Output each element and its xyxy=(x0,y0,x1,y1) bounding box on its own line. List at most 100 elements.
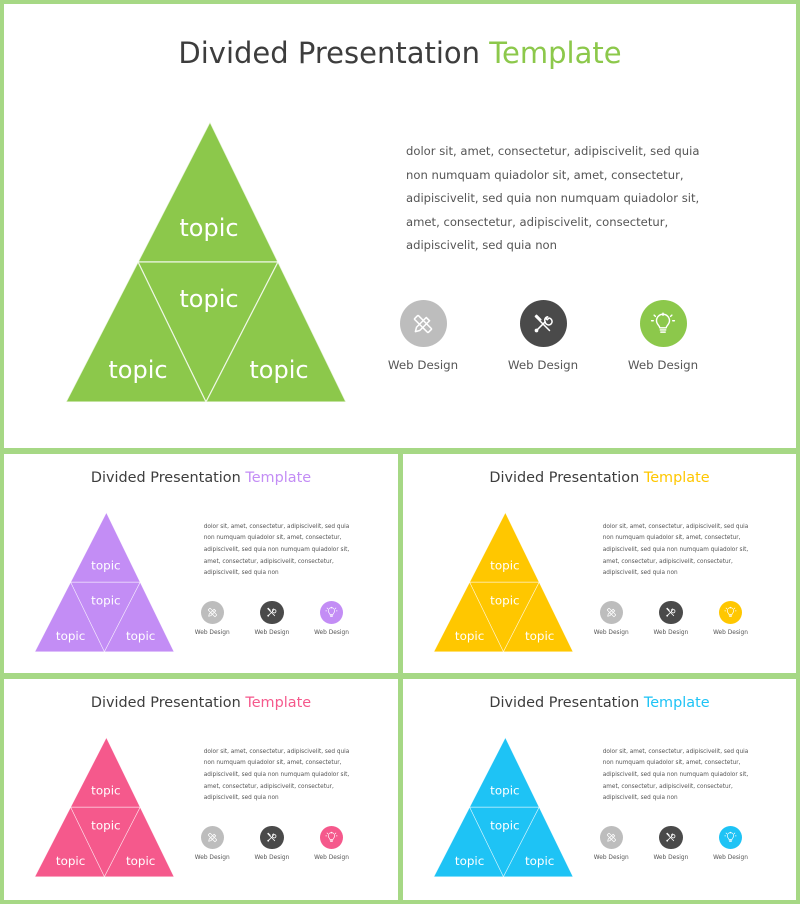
triangle-segment-left xyxy=(433,806,504,878)
body-line: dolor sit, amet, consectetur, adipiscive… xyxy=(203,523,350,530)
body-line: non numquam quiadolor sit, amet, consect… xyxy=(203,535,342,542)
body-line: dolor sit, amet, consectetur, adipiscive… xyxy=(602,523,749,530)
feature-label: Web Design xyxy=(254,629,290,636)
lightbulb-icon xyxy=(319,601,344,625)
topic-label-left: topic xyxy=(108,356,167,384)
title-accent-text: Template xyxy=(489,36,622,70)
divided-triangle: topic topic topic topic xyxy=(34,511,175,653)
lightbulb-icon xyxy=(639,300,687,347)
pencil-ruler-icon xyxy=(200,601,224,625)
pencil-ruler-icon xyxy=(399,300,447,347)
topic-label-center: topic xyxy=(490,594,519,608)
wrench-screwdriver-icon xyxy=(659,601,683,625)
feature-item: Web Design xyxy=(185,826,240,861)
feature-label: Web Design xyxy=(507,358,579,372)
body-line: amet, consectetur, adipiscivelit, consec… xyxy=(406,214,669,229)
title-main-text: Divided Presentation xyxy=(90,469,241,486)
title-main-text: Divided Presentation xyxy=(489,694,640,711)
body-line: dolor sit, amet, consectetur, adipiscive… xyxy=(406,144,700,158)
divided-triangle: topic topic topic topic xyxy=(433,511,574,653)
divided-triangle: topic topic topic topic xyxy=(34,736,175,878)
topic-label-left: topic xyxy=(455,629,484,643)
body-line: amet, consectetur, adipiscivelit, consec… xyxy=(602,783,733,790)
title-accent-text: Template xyxy=(245,694,312,711)
triangle-segment-left xyxy=(34,806,105,878)
body-line: non numquam quiadolor sit, amet, consect… xyxy=(602,760,741,767)
title-accent-text: Template xyxy=(643,469,710,486)
lightbulb-icon xyxy=(319,826,344,850)
lightbulb-icon xyxy=(718,601,743,625)
triangle-segment-left xyxy=(65,260,207,403)
feature-label: Web Design xyxy=(593,629,629,636)
topic-label-center: topic xyxy=(91,594,120,608)
body-paragraph: dolor sit, amet, consectetur, adipiscive… xyxy=(204,522,350,580)
body-line: adipiscivelit, sed quia non xyxy=(406,238,557,252)
topic-label-top: topic xyxy=(179,214,238,242)
body-line: adipiscivelit, sed quia non numquam quia… xyxy=(602,546,749,553)
pencil-ruler-icon xyxy=(200,826,224,850)
triangle-segment-left xyxy=(433,581,504,653)
slide-title: Divided Presentation Template xyxy=(4,36,796,70)
body-line: amet, consectetur, adipiscivelit, consec… xyxy=(203,783,334,790)
feature-label: Web Design xyxy=(627,358,699,372)
topic-label-top: topic xyxy=(91,558,120,572)
slide-title: Divided Presentation Template xyxy=(4,695,398,711)
feature-item: Web Design xyxy=(644,826,699,861)
topic-label-right: topic xyxy=(126,854,155,868)
wrench-screwdriver-icon xyxy=(659,826,683,850)
topic-label-right: topic xyxy=(126,629,155,643)
body-line: adipiscivelit, sed quia non numquam quia… xyxy=(203,546,350,553)
slide-purple: Divided Presentation Template topic topic t… xyxy=(4,454,398,673)
feature-item: Web Design xyxy=(245,601,300,636)
feature-item: Web Design xyxy=(245,826,300,861)
topic-label-center: topic xyxy=(179,285,238,313)
feature-label: Web Design xyxy=(194,629,230,636)
slide-title: Divided Presentation Template xyxy=(403,695,796,711)
feature-item: Web Design xyxy=(368,300,478,372)
topic-label-top: topic xyxy=(490,558,519,572)
body-line: dolor sit, amet, consectetur, adipiscive… xyxy=(203,748,350,755)
body-line: dolor sit, amet, consectetur, adipiscive… xyxy=(602,748,749,755)
body-line: adipiscivelit, sed quia non xyxy=(203,795,279,802)
feature-label: Web Design xyxy=(713,854,748,861)
body-line: adipiscivelit, sed quia non numquam quia… xyxy=(203,771,350,778)
body-line: adipiscivelit, sed quia non numquam quia… xyxy=(602,771,749,778)
divided-triangle: topic topic topic topic xyxy=(433,736,574,878)
title-main-text: Divided Presentation xyxy=(90,694,241,711)
feature-label: Web Design xyxy=(314,629,349,636)
wrench-screwdriver-icon xyxy=(260,601,284,625)
topic-label-right: topic xyxy=(525,629,554,643)
feature-item: Web Design xyxy=(703,826,758,861)
feature-label: Web Design xyxy=(387,358,459,372)
topic-label-right: topic xyxy=(249,356,308,384)
body-paragraph: dolor sit, amet, consectetur, adipiscive… xyxy=(603,747,749,805)
topic-label-center: topic xyxy=(91,819,120,833)
feature-label: Web Design xyxy=(653,629,689,636)
slide-title: Divided Presentation Template xyxy=(403,470,796,486)
body-line: adipiscivelit, sed quia non xyxy=(602,570,678,577)
feature-item: Web Design xyxy=(703,601,758,636)
body-line: amet, consectetur, adipiscivelit, consec… xyxy=(203,558,334,565)
topic-label-left: topic xyxy=(56,629,85,643)
triangle-segment-right xyxy=(205,260,347,403)
wrench-screwdriver-icon xyxy=(260,826,284,850)
pencil-ruler-icon xyxy=(599,601,623,625)
body-line: non numquam quiadolor sit, amet, consect… xyxy=(406,167,684,182)
triangle-segment-right xyxy=(502,806,574,878)
divided-triangle: topic topic topic topic xyxy=(65,120,347,404)
title-main-text: Divided Presentation xyxy=(178,36,481,70)
topic-label-right: topic xyxy=(525,854,554,868)
title-accent-text: Template xyxy=(245,469,312,486)
triangle-segment-left xyxy=(34,581,105,653)
feature-label: Web Design xyxy=(194,854,230,861)
topic-label-center: topic xyxy=(490,819,519,833)
topic-label-left: topic xyxy=(56,854,85,868)
feature-label: Web Design xyxy=(254,854,290,861)
feature-item: Web Design xyxy=(304,601,359,636)
slide-yellow: Divided Presentation Template topic topic t… xyxy=(403,454,796,673)
wrench-screwdriver-icon xyxy=(519,300,567,347)
topic-label-top: topic xyxy=(490,783,519,797)
body-line: non numquam quiadolor sit, amet, consect… xyxy=(602,535,741,542)
title-accent-text: Template xyxy=(643,694,710,711)
triangle-segment-right xyxy=(103,806,175,878)
